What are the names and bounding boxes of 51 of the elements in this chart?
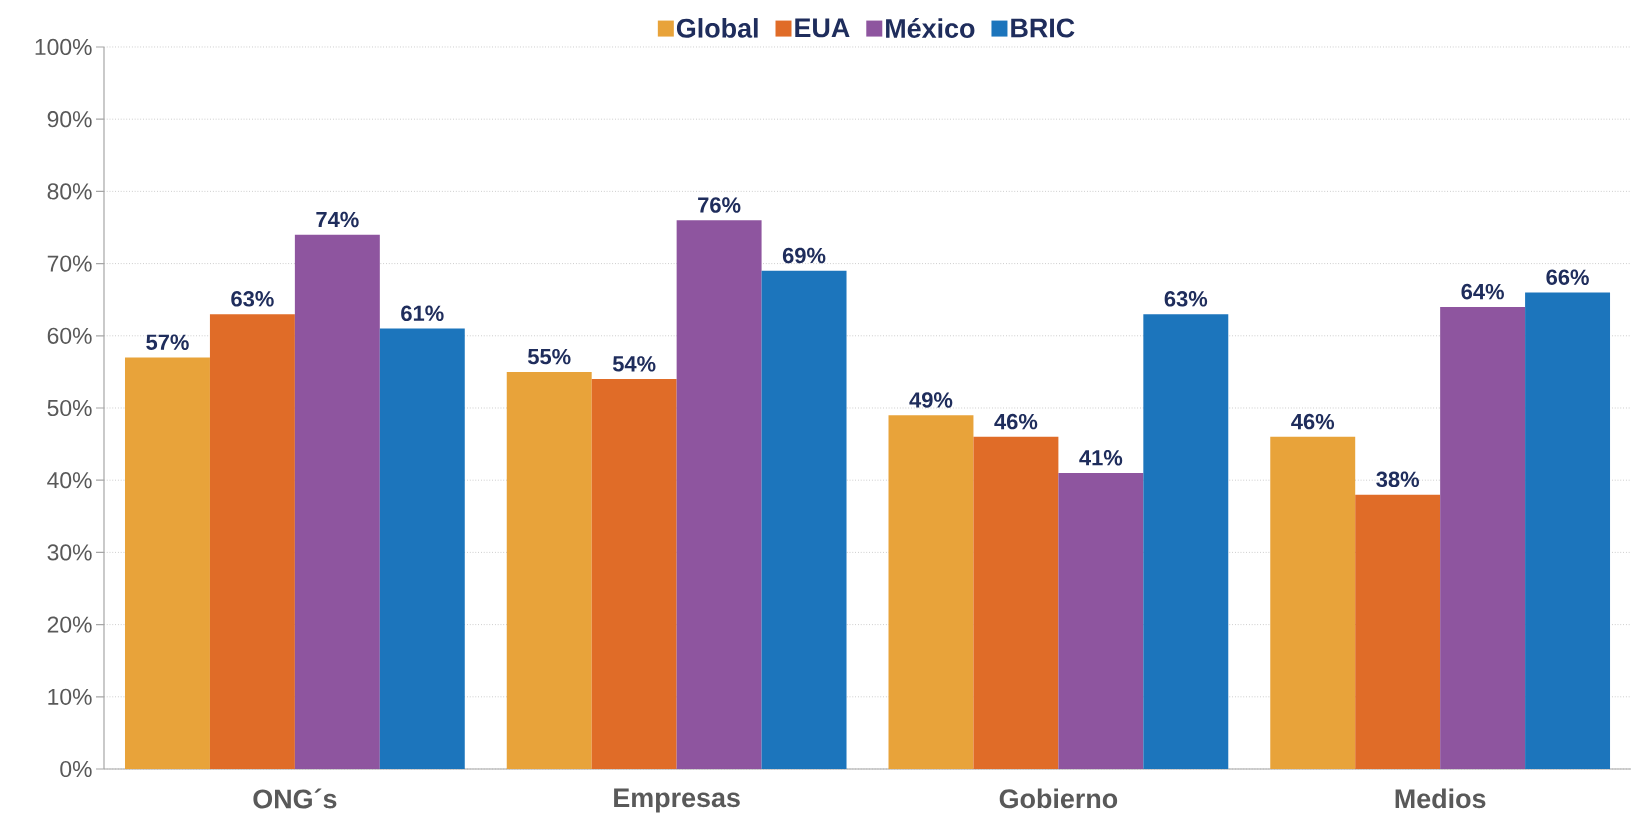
y-tick-label: 30% [47,544,92,561]
data-label: 57% [146,334,189,350]
legend-label: Global [676,18,758,38]
x-tick-label: Gobierno [999,788,1118,809]
data-label: 38% [1376,471,1420,488]
y-tick-label: 60% [47,327,92,344]
bar [1143,314,1229,769]
bar [209,314,295,769]
y-tick-label: 70% [47,255,92,272]
bar [1058,472,1144,769]
bar [379,328,465,769]
y-tick-label: 10% [48,688,92,705]
bar [1440,306,1526,769]
y-tick-label: 100% [35,38,92,56]
bar [676,220,762,769]
legend-label: EUA [795,18,850,38]
bar [124,357,210,769]
bar [591,379,677,769]
y-tick-label: 80% [47,183,92,200]
data-label: 55% [527,348,571,365]
data-label: 46% [1291,413,1335,430]
bar [294,234,380,769]
data-label: 74% [316,211,359,228]
data-label: 76% [698,197,741,213]
data-label: 66% [1546,269,1589,285]
legend-label: México [886,17,975,38]
bar [1355,494,1441,769]
y-tick-label: 40% [47,472,92,489]
y-tick-label: 20% [47,616,92,633]
bar [1525,292,1611,769]
data-label: 63% [1164,291,1208,307]
legend-label: BRIC [1011,18,1075,38]
bar [761,270,847,769]
data-label: 63% [231,291,274,307]
bar [1270,436,1356,769]
bar [888,415,974,769]
data-label: 61% [401,305,444,322]
data-label: 49% [909,392,953,408]
y-tick-label: 90% [47,111,92,128]
data-label: 41% [1079,450,1123,466]
data-label: 54% [612,356,656,372]
bar [506,371,592,769]
data-label: 46% [994,413,1038,430]
y-tick-label: 0% [60,760,92,778]
data-label: 64% [1461,283,1504,300]
x-tick-label: ONG´s [253,788,337,809]
bar [973,436,1059,769]
y-tick-label: 50% [47,399,92,417]
data-label: 69% [782,247,826,264]
x-tick-label: Medios [1395,788,1486,809]
x-tick-label: Empresas [614,788,740,813]
